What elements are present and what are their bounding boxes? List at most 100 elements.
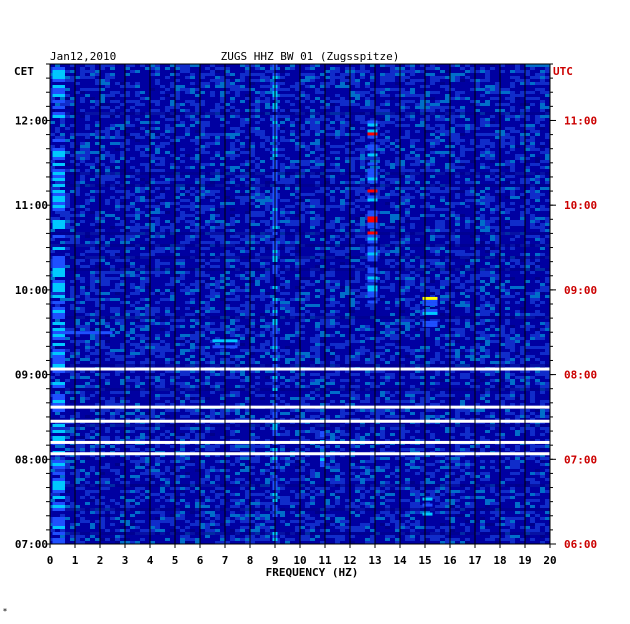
texture-cell (370, 88, 375, 91)
texture-cell (175, 205, 180, 208)
texture-cell (355, 94, 360, 97)
texture-cell (75, 118, 80, 121)
texture-cell (460, 109, 465, 112)
texture-cell (515, 73, 520, 76)
texture-cell (325, 199, 330, 202)
texture-cell (515, 64, 520, 67)
texture-cell (425, 202, 430, 205)
texture-cell (85, 157, 90, 160)
texture-cell (400, 133, 405, 136)
texture-cell (85, 160, 90, 163)
texture-cell (540, 76, 545, 79)
texture-cell (350, 133, 355, 136)
texture-cell (245, 127, 250, 130)
texture-cell (340, 181, 345, 184)
texture-cell (490, 97, 495, 100)
texture-cell (280, 205, 285, 208)
texture-cell (520, 121, 525, 124)
texture-cell (145, 97, 150, 100)
texture-cell (215, 70, 220, 73)
texture-cell (420, 163, 425, 166)
texture-cell (435, 127, 440, 130)
texture-cell (155, 115, 160, 118)
texture-cell (515, 109, 520, 112)
texture-cell (210, 193, 215, 196)
texture-cell (410, 88, 415, 91)
texture-cell (155, 64, 160, 67)
texture-cell (150, 100, 155, 103)
texture-cell (170, 79, 175, 82)
texture-cell (155, 205, 160, 208)
texture-cell (140, 142, 145, 145)
texture-cell (400, 169, 405, 172)
texture-cell (430, 175, 435, 178)
texture-cell (540, 199, 545, 202)
texture-cell (535, 124, 540, 127)
texture-cell (195, 127, 200, 130)
texture-cell (115, 118, 120, 121)
texture-cell (435, 85, 440, 88)
texture-cell (340, 166, 345, 169)
texture-cell (385, 208, 390, 211)
texture-cell (145, 133, 150, 136)
texture-cell (445, 67, 450, 70)
texture-cell (290, 97, 295, 100)
texture-cell (240, 199, 245, 202)
texture-cell (295, 133, 300, 136)
texture-cell (495, 157, 500, 160)
texture-cell (125, 145, 130, 148)
texture-cell (480, 202, 485, 205)
texture-cell (285, 94, 290, 97)
texture-cell (295, 73, 300, 76)
texture-cell (255, 190, 260, 193)
texture-cell (100, 76, 105, 79)
texture-cell (230, 88, 235, 91)
texture-cell (455, 160, 460, 163)
texture-cell (525, 79, 530, 82)
texture-cell (305, 199, 310, 202)
texture-cell (530, 124, 535, 127)
texture-cell (510, 130, 515, 133)
texture-cell (370, 139, 375, 142)
texture-cell (105, 67, 110, 70)
texture-cell (305, 166, 310, 169)
texture-cell (160, 100, 165, 103)
texture-cell (535, 118, 540, 121)
texture-cell (385, 175, 390, 178)
texture-cell (60, 97, 65, 100)
texture-cell (320, 118, 325, 121)
texture-cell (505, 82, 510, 85)
texture-cell (140, 103, 145, 106)
texture-cell (165, 76, 170, 79)
texture-cell (440, 133, 445, 136)
texture-cell (540, 118, 545, 121)
texture-cell (180, 202, 185, 205)
texture-cell (490, 169, 495, 172)
texture-cell (280, 85, 285, 88)
texture-cell (250, 178, 255, 181)
texture-cell (310, 79, 315, 82)
texture-cell (410, 163, 415, 166)
texture-cell (255, 181, 260, 184)
texture-cell (335, 199, 340, 202)
texture-cell (240, 124, 245, 127)
texture-cell (300, 73, 305, 76)
texture-cell (330, 199, 335, 202)
texture-cell (485, 130, 490, 133)
texture-cell (350, 181, 355, 184)
texture-cell (130, 190, 135, 193)
texture-cell (115, 115, 120, 118)
texture-cell (350, 202, 355, 205)
texture-cell (85, 169, 90, 172)
texture-cell (400, 64, 405, 67)
texture-cell (95, 163, 100, 166)
texture-cell (145, 76, 150, 79)
texture-cell (345, 157, 350, 160)
texture-cell (110, 82, 115, 85)
texture-cell (340, 82, 345, 85)
texture-cell (365, 166, 370, 169)
texture-cell (465, 145, 470, 148)
texture-cell (75, 136, 80, 139)
texture-cell (535, 142, 540, 145)
texture-cell (220, 211, 225, 214)
